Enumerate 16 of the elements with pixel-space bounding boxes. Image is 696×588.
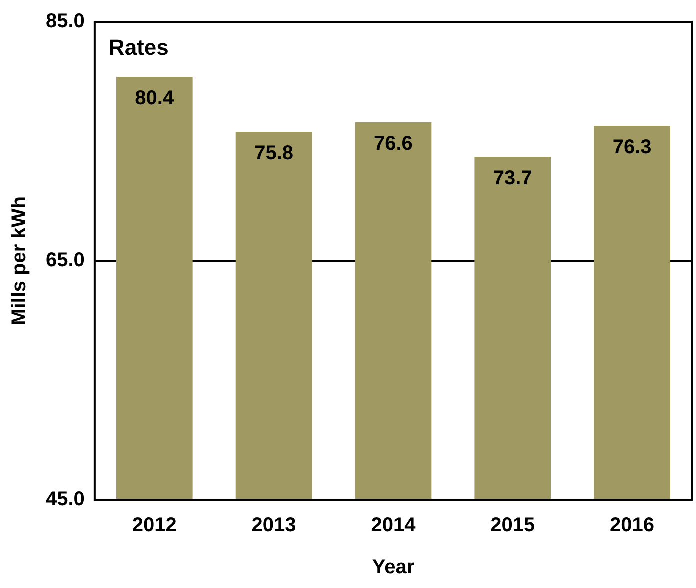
data-label: 75.8 bbox=[254, 142, 294, 164]
x-tick-label: 2013 bbox=[252, 514, 296, 537]
data-label: 76.6 bbox=[374, 132, 413, 155]
y-tick-label: 65.0 bbox=[46, 250, 85, 272]
y-tick-label: 45.0 bbox=[46, 488, 85, 511]
x-axis-title: Year bbox=[372, 556, 415, 579]
data-label: 73.7 bbox=[493, 168, 532, 190]
y-tick-label: 85.0 bbox=[46, 10, 85, 33]
data-label: 80.4 bbox=[135, 87, 175, 110]
x-tick-label: 2014 bbox=[371, 514, 417, 537]
text: Rates bbox=[108, 35, 169, 60]
data-label: 76.3 bbox=[612, 136, 652, 158]
x-tick-label: 2012 bbox=[132, 514, 177, 537]
x-tick-label: 2015 bbox=[490, 514, 536, 537]
x-tick-label: 2016 bbox=[610, 514, 655, 537]
y-axis-title: Mills per kWh bbox=[8, 196, 31, 326]
